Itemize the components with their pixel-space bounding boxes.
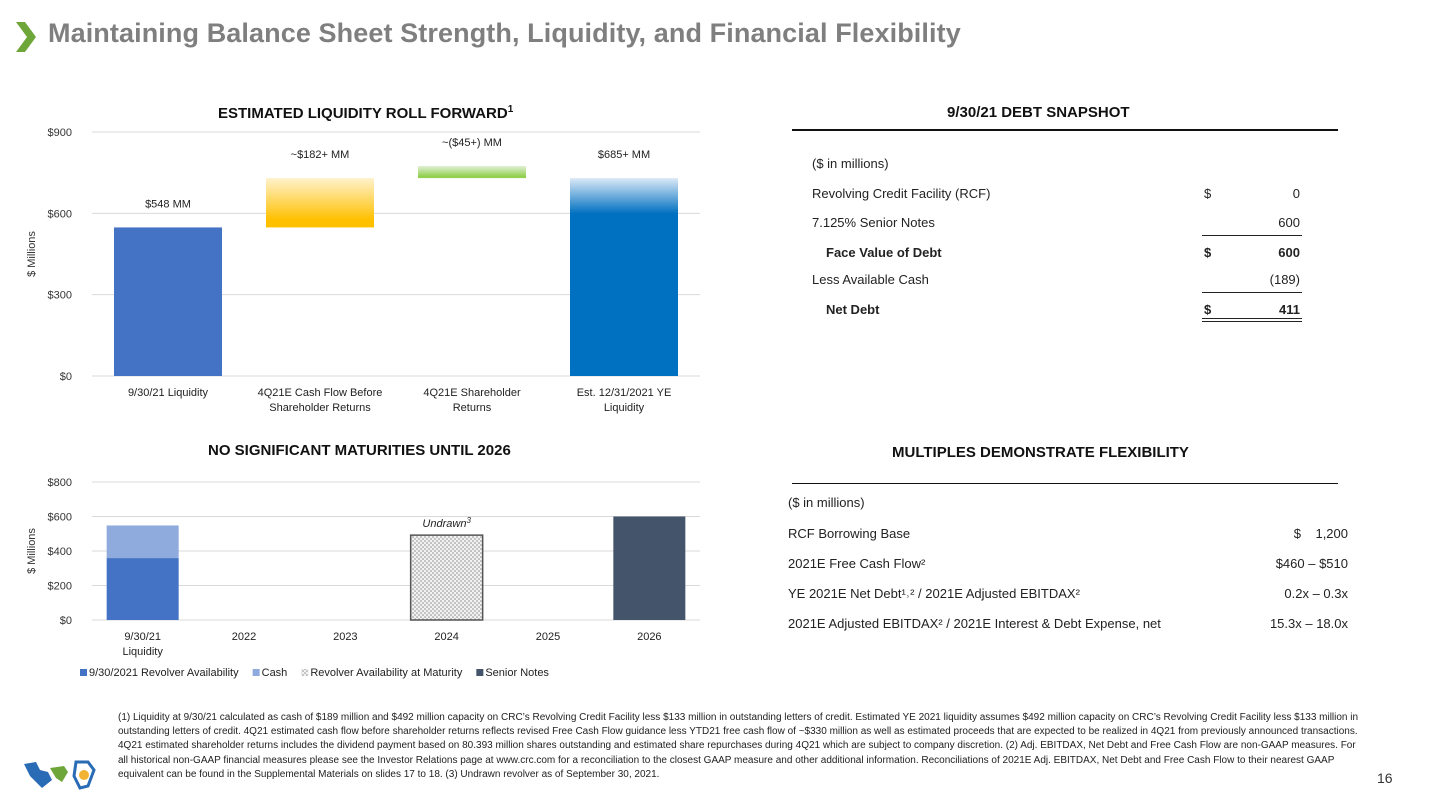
waterfall-bar bbox=[418, 165, 526, 179]
y-tick-label: $600 bbox=[48, 208, 72, 220]
stacked-bar-segment bbox=[613, 516, 686, 620]
x-tick-label: 2024 bbox=[434, 631, 458, 643]
y-axis-label: $ Millions bbox=[26, 528, 38, 574]
debt-row-value: 600 bbox=[1278, 245, 1300, 260]
bar-data-label: ~($45+) MM bbox=[442, 137, 502, 149]
stacked-bar-segment bbox=[106, 558, 179, 620]
debt-row-label: 7.125% Senior Notes bbox=[812, 215, 935, 230]
undrawn-annotation: Undrawn3 bbox=[422, 516, 471, 530]
y-tick-label: $300 bbox=[48, 290, 72, 302]
y-tick-label: $0 bbox=[60, 615, 72, 627]
legend-swatch bbox=[476, 669, 484, 676]
chevron-right-icon bbox=[16, 22, 36, 52]
legend-label: Revolver Availability at Maturity bbox=[310, 667, 463, 679]
debt-row-currency: $ bbox=[1204, 245, 1212, 260]
legend-swatch bbox=[301, 669, 309, 676]
legend-swatch bbox=[80, 669, 87, 676]
crc-logo-icon bbox=[24, 760, 96, 790]
debt-row-value: 411 bbox=[1279, 302, 1300, 317]
legend-swatch bbox=[252, 669, 260, 676]
x-tick-label: 2026 bbox=[637, 631, 661, 643]
y-tick-label: $200 bbox=[48, 581, 72, 593]
y-axis-label: $ Millions bbox=[26, 231, 38, 277]
multiples-row-value: $460 – $510 bbox=[1275, 556, 1348, 571]
debt-row-currency: $ bbox=[1204, 302, 1212, 317]
liquidity-chart-title: ESTIMATED LIQUIDITY ROLL FORWARD1 bbox=[218, 104, 514, 122]
subtotal-underline bbox=[1202, 235, 1302, 236]
debt-row-label: Revolving Credit Facility (RCF) bbox=[812, 186, 991, 201]
x-tick-label: Est. 12/31/2021 YE bbox=[577, 387, 672, 399]
legend-label: Cash bbox=[262, 667, 288, 679]
x-tick-label: 2025 bbox=[536, 631, 560, 643]
debt-row-label: Net Debt bbox=[826, 302, 880, 317]
x-tick-label: Shareholder Returns bbox=[269, 402, 371, 414]
x-tick-label: 9/30/21 bbox=[124, 631, 161, 643]
page-number: 16 bbox=[1377, 770, 1393, 786]
y-tick-label: $0 bbox=[60, 371, 72, 383]
bar-data-label: $548 MM bbox=[145, 198, 191, 210]
page-title: Maintaining Balance Sheet Strength, Liqu… bbox=[48, 18, 961, 48]
total-double-underline bbox=[1202, 321, 1302, 322]
debt-row-value: 600 bbox=[1278, 215, 1300, 230]
maturities-chart-title: NO SIGNIFICANT MATURITIES UNTIL 2026 bbox=[208, 442, 511, 459]
debt-snapshot-units: ($ in millions) bbox=[812, 156, 889, 171]
debt-row-label: Less Available Cash bbox=[812, 272, 929, 287]
total-double-underline bbox=[1202, 318, 1302, 319]
x-tick-label: 4Q21E Shareholder bbox=[423, 387, 521, 399]
multiples-rule bbox=[792, 483, 1338, 484]
multiples-row-value: $ 1,200 bbox=[1293, 526, 1348, 541]
y-tick-label: $600 bbox=[48, 512, 72, 524]
debt-row-currency: $ bbox=[1204, 186, 1212, 201]
x-tick-label: Liquidity bbox=[122, 646, 163, 658]
x-tick-label: 2023 bbox=[333, 631, 357, 643]
multiples-row-label: RCF Borrowing Base bbox=[788, 526, 911, 541]
x-tick-label: 4Q21E Cash Flow Before bbox=[258, 387, 383, 399]
stacked-bar-segment bbox=[409, 534, 484, 621]
multiples-units: ($ in millions) bbox=[788, 495, 865, 510]
debt-row-value: (189) bbox=[1269, 272, 1300, 287]
legend-label: Senior Notes bbox=[485, 667, 549, 679]
stacked-bar-segment bbox=[106, 525, 179, 559]
y-tick-label: $400 bbox=[48, 546, 72, 558]
y-tick-label: $800 bbox=[48, 477, 72, 489]
debt-maturities-chart: $0 $200 $400 $600 $800 $ Millions 9/30/21 Liqui… bbox=[26, 477, 700, 679]
bar-data-label: $685+ MM bbox=[598, 149, 650, 161]
x-tick-label: 2022 bbox=[232, 631, 256, 643]
annotation-text: Undrawn bbox=[422, 518, 466, 530]
multiples-row-value: 15.3x – 18.0x bbox=[1269, 616, 1348, 631]
footnotes: (1) Liquidity at 9/30/21 calculated as c… bbox=[118, 712, 1359, 780]
multiples-title: MULTIPLES DEMONSTRATE FLEXIBILITY bbox=[892, 444, 1189, 461]
multiples-row-label: 2021E Free Cash Flow² bbox=[788, 556, 926, 571]
debt-snapshot-title: 9/30/21 DEBT SNAPSHOT bbox=[947, 104, 1130, 121]
waterfall-bar bbox=[114, 227, 222, 376]
debt-row-label: Face Value of Debt bbox=[826, 245, 942, 260]
multiples-row-label: 2021E Adjusted EBITDAX² / 2021E Interest… bbox=[788, 616, 1161, 631]
legend-label: 9/30/2021 Revolver Availability bbox=[89, 667, 239, 679]
x-tick-label: Returns bbox=[453, 402, 492, 414]
bar-data-label: ~$182+ MM bbox=[291, 149, 350, 161]
y-tick-label: $900 bbox=[48, 127, 72, 139]
liquidity-roll-forward-chart: $0 $300 $600 $900 $ Millions $548 MM 9/30/21 L… bbox=[26, 127, 700, 414]
annotation-sup: 3 bbox=[466, 516, 471, 525]
debt-row-value: 0 bbox=[1292, 186, 1300, 201]
multiples-row-label: YE 2021E Net Debt¹˒² / 2021E Adjusted EB… bbox=[788, 586, 1080, 601]
x-tick-label: 9/30/21 Liquidity bbox=[128, 387, 209, 399]
debt-snapshot-rule bbox=[792, 129, 1338, 131]
subtotal-underline bbox=[1202, 292, 1302, 293]
waterfall-bar bbox=[266, 178, 374, 228]
x-tick-label: Liquidity bbox=[604, 402, 645, 414]
waterfall-bar bbox=[570, 178, 678, 376]
multiples-row-value: 0.2x – 0.3x bbox=[1284, 586, 1348, 601]
